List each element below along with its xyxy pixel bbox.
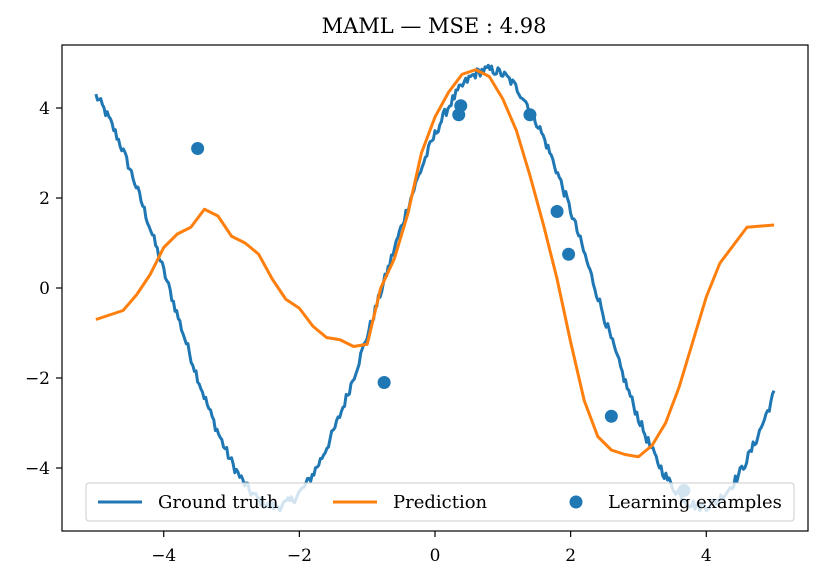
legend: Ground truth Prediction Learning examples bbox=[85, 482, 795, 522]
series-line-prediction bbox=[95, 68, 775, 459]
legend-label: Prediction bbox=[393, 492, 488, 513]
legend-label: Ground truth bbox=[158, 492, 279, 513]
scatter-point bbox=[377, 376, 391, 389]
axes: −4 −2 0 2 4 −4 −2 0 2 4 bbox=[25, 44, 809, 566]
y-tick-label: −4 bbox=[25, 459, 50, 479]
y-tick-label: 2 bbox=[39, 189, 50, 209]
chart-title: MAML — MSE : 4.98 bbox=[322, 14, 547, 38]
series-line-ground-truth bbox=[94, 63, 776, 513]
scatter-point bbox=[523, 108, 537, 122]
plot-area bbox=[94, 63, 776, 513]
x-tick-label: −2 bbox=[287, 546, 312, 566]
y-tick-label: 0 bbox=[39, 279, 50, 299]
y-tick-label: −2 bbox=[25, 369, 50, 389]
x-tick-label: −4 bbox=[151, 546, 176, 566]
scatter-point bbox=[550, 205, 564, 218]
x-tick-label: 0 bbox=[430, 546, 441, 566]
y-tick-label: 4 bbox=[39, 99, 50, 119]
x-tick-label: 4 bbox=[701, 546, 712, 566]
legend-box bbox=[85, 482, 795, 522]
scatter-point bbox=[191, 142, 205, 155]
scatter-point bbox=[454, 99, 468, 113]
legend-label: Learning examples bbox=[608, 492, 782, 513]
legend-marker-scatter bbox=[569, 495, 583, 509]
scatter-point bbox=[562, 247, 576, 261]
x-tick-label: 2 bbox=[565, 546, 576, 566]
scatter-point bbox=[604, 409, 618, 423]
